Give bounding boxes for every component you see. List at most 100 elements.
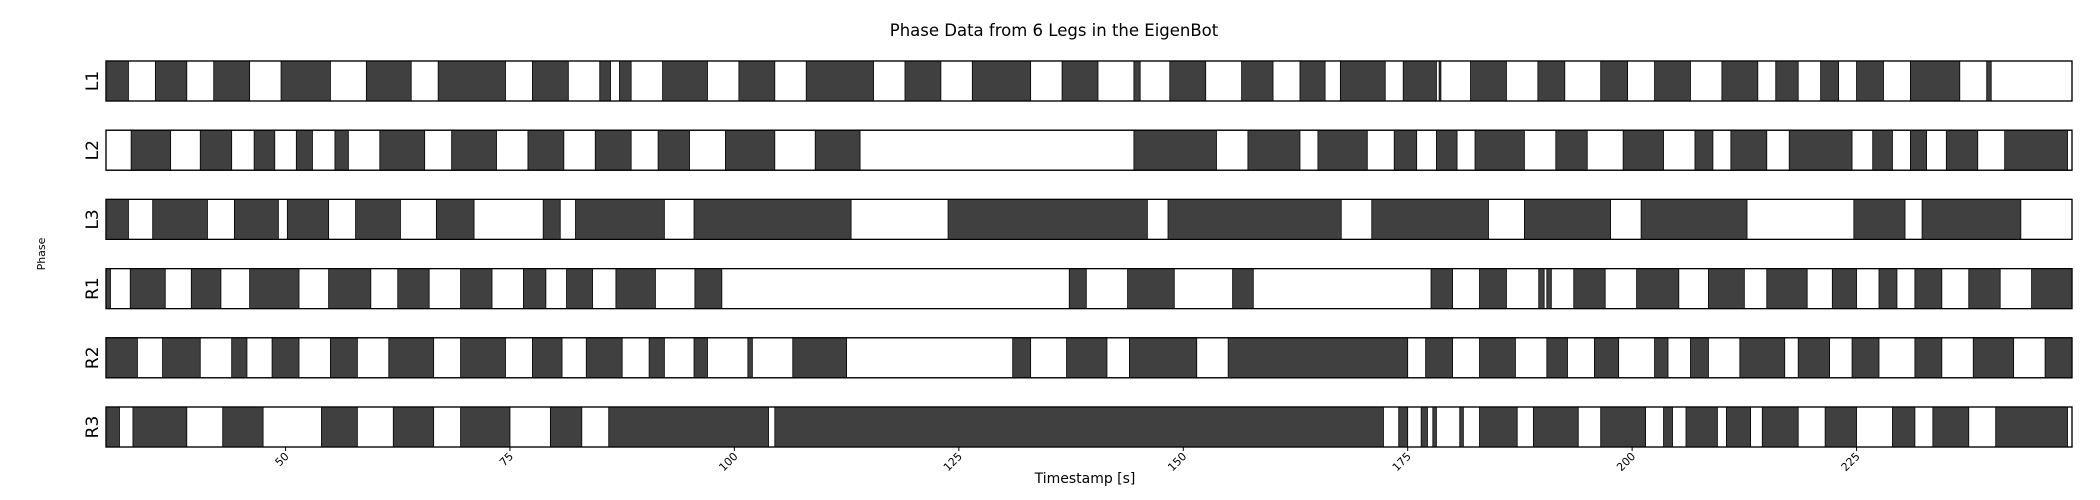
stance-bar — [355, 198, 401, 240]
stance-bar — [1470, 60, 1507, 102]
stance-bar — [253, 129, 276, 171]
stance-bar — [738, 60, 776, 102]
x-tick-label: 100 — [716, 450, 740, 474]
stance-bar — [662, 60, 708, 102]
stance-bar — [774, 406, 1384, 448]
stance-bar — [1459, 406, 1464, 448]
stance-bar — [1910, 129, 1927, 171]
stance-bar — [330, 337, 358, 379]
stance-bar — [1788, 129, 1853, 171]
stance-bar — [566, 268, 593, 310]
stance-bar — [1420, 406, 1428, 448]
phase-row-l2: L2 — [83, 129, 2073, 171]
stance-bar — [532, 337, 563, 379]
stance-bar — [1831, 268, 1857, 310]
row-border — [105, 337, 2073, 379]
x-tick-label: 75 — [497, 450, 516, 469]
stance-bar — [222, 406, 264, 448]
stance-bar — [1398, 406, 1409, 448]
stance-bar — [1438, 60, 1442, 102]
stance-bar — [1914, 268, 1943, 310]
phase-row-r1: R1 — [83, 268, 2073, 310]
stance-bar — [1317, 129, 1368, 171]
stance-bar — [129, 268, 166, 310]
stance-bar — [105, 268, 111, 310]
stance-bar — [585, 337, 623, 379]
stance-bar — [437, 60, 506, 102]
stance-bar — [1663, 406, 1673, 448]
stance-bar — [2031, 268, 2073, 310]
stance-bar — [814, 129, 861, 171]
stance-bar — [379, 129, 426, 171]
stance-bar — [648, 337, 665, 379]
stance-bar — [1232, 268, 1254, 310]
row-border — [105, 129, 2073, 171]
stance-bar — [694, 268, 723, 310]
phase-row-r3: R3 — [83, 406, 2073, 448]
stance-bar — [1739, 337, 1786, 379]
stance-bar — [1537, 60, 1566, 102]
stance-bar — [1339, 60, 1386, 102]
stance-bar — [594, 129, 632, 171]
stance-bar — [1761, 406, 1799, 448]
stance-bar — [1012, 337, 1032, 379]
row-border — [105, 60, 2073, 102]
stance-bar — [388, 337, 435, 379]
stance-bar — [1167, 198, 1342, 240]
stance-bar — [231, 337, 248, 379]
stance-bar — [105, 406, 120, 448]
stance-bar — [1945, 129, 1979, 171]
stance-bar — [1600, 60, 1629, 102]
stance-bar — [190, 268, 222, 310]
stance-bar — [1479, 406, 1518, 448]
stance-bar — [1694, 129, 1714, 171]
stance-bar — [397, 268, 430, 310]
stance-bar — [1690, 337, 1709, 379]
stance-bar — [1061, 60, 1099, 102]
stance-bar — [1402, 60, 1437, 102]
stance-bar — [1371, 198, 1489, 240]
stance-bar — [295, 129, 313, 171]
x-tick-label: 150 — [1165, 450, 1189, 474]
stance-bar — [1856, 60, 1884, 102]
stance-bar — [1910, 60, 1961, 102]
stance-bar — [365, 60, 412, 102]
stance-bar — [280, 60, 331, 102]
stance-bar — [152, 198, 208, 240]
stance-bar — [132, 406, 188, 448]
stance-bar — [271, 337, 300, 379]
stance-bar — [1474, 129, 1525, 171]
stance-bar — [1127, 268, 1175, 310]
stance-bar — [1824, 406, 1857, 448]
stance-bar — [1066, 337, 1108, 379]
stance-bar — [1247, 129, 1301, 171]
stance-bar — [1892, 406, 1916, 448]
stance-bar — [523, 268, 547, 310]
x-tick-label: 175 — [1390, 450, 1414, 474]
stance-bar — [1128, 337, 1198, 379]
stance-bar — [1299, 60, 1326, 102]
stance-bar — [1555, 129, 1588, 171]
stance-bar — [527, 129, 565, 171]
stance-bar — [1766, 268, 1808, 310]
stance-bar — [1546, 337, 1568, 379]
stance-bar — [1479, 337, 1516, 379]
row-label-l3: L3 — [83, 209, 103, 229]
stance-bar — [1986, 60, 1992, 102]
chart-title: Phase Data from 6 Legs in the EigenBot — [890, 21, 1219, 40]
stance-bar — [249, 268, 300, 310]
stance-bar — [1725, 406, 1752, 448]
x-tick-label: 225 — [1839, 450, 1863, 474]
row-border — [105, 268, 2073, 310]
stance-bar — [1430, 268, 1453, 310]
stance-bar — [615, 268, 656, 310]
stance-bar — [1393, 129, 1418, 171]
stance-bar — [1797, 337, 1831, 379]
x-ticks: 50 75 100 125 150 175 200 225 — [273, 447, 1863, 474]
stance-bar — [435, 198, 475, 240]
x-tick-label: 200 — [1614, 450, 1638, 474]
stance-bar — [599, 60, 611, 102]
stance-bar — [947, 198, 1148, 240]
row-border — [105, 406, 2073, 448]
